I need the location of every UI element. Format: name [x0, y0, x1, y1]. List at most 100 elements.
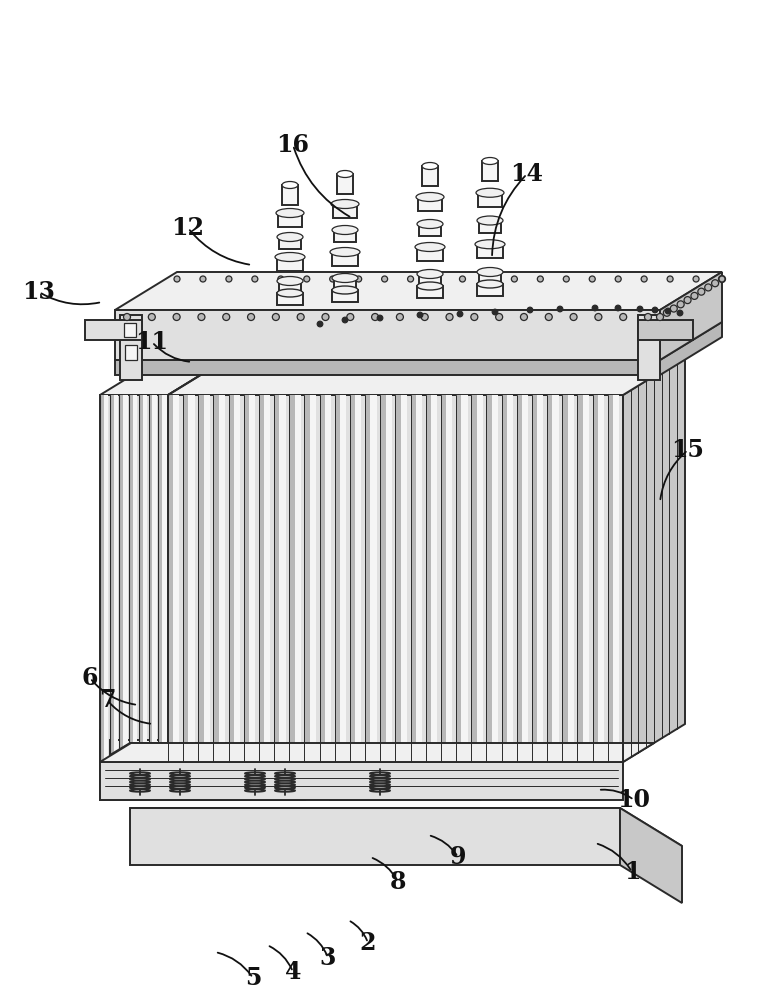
Polygon shape: [350, 395, 355, 762]
Ellipse shape: [415, 242, 445, 251]
Ellipse shape: [417, 220, 443, 229]
Polygon shape: [613, 395, 619, 762]
Polygon shape: [110, 395, 114, 762]
Polygon shape: [110, 740, 295, 790]
Ellipse shape: [275, 252, 305, 261]
Circle shape: [421, 314, 428, 320]
Polygon shape: [547, 395, 553, 762]
Circle shape: [590, 276, 595, 282]
Text: 14: 14: [510, 162, 543, 186]
Polygon shape: [333, 204, 357, 218]
Circle shape: [684, 297, 691, 304]
Ellipse shape: [332, 273, 358, 282]
Polygon shape: [431, 395, 437, 762]
Circle shape: [471, 314, 477, 320]
Circle shape: [705, 284, 712, 291]
Circle shape: [563, 276, 569, 282]
Polygon shape: [305, 707, 342, 800]
Polygon shape: [418, 197, 442, 211]
Circle shape: [693, 276, 699, 282]
Circle shape: [615, 305, 621, 311]
Polygon shape: [479, 272, 501, 284]
Polygon shape: [419, 274, 441, 286]
Polygon shape: [115, 272, 722, 310]
Polygon shape: [477, 244, 503, 258]
Circle shape: [174, 276, 180, 282]
Circle shape: [595, 314, 602, 320]
Polygon shape: [371, 395, 376, 762]
Circle shape: [342, 317, 348, 323]
Polygon shape: [279, 395, 285, 762]
Circle shape: [665, 308, 671, 314]
Circle shape: [718, 275, 725, 282]
Polygon shape: [204, 395, 209, 762]
Polygon shape: [168, 395, 623, 762]
Polygon shape: [119, 395, 123, 762]
Circle shape: [619, 314, 626, 320]
Polygon shape: [219, 395, 225, 762]
Polygon shape: [441, 395, 446, 762]
Polygon shape: [249, 395, 256, 762]
Polygon shape: [130, 808, 620, 865]
Circle shape: [347, 314, 354, 320]
Ellipse shape: [331, 200, 359, 209]
Polygon shape: [477, 395, 483, 762]
Polygon shape: [158, 395, 162, 762]
Polygon shape: [522, 395, 528, 762]
Circle shape: [719, 276, 725, 282]
Circle shape: [457, 311, 463, 317]
Polygon shape: [259, 395, 264, 762]
Circle shape: [446, 314, 453, 320]
Circle shape: [223, 314, 230, 320]
Circle shape: [278, 276, 284, 282]
Polygon shape: [417, 286, 443, 298]
Text: 16: 16: [277, 133, 310, 157]
Polygon shape: [100, 357, 230, 395]
Polygon shape: [598, 395, 604, 762]
Polygon shape: [264, 395, 270, 762]
Circle shape: [356, 276, 361, 282]
Circle shape: [248, 314, 255, 320]
Ellipse shape: [330, 247, 360, 256]
Polygon shape: [213, 395, 219, 762]
Polygon shape: [133, 395, 137, 762]
Polygon shape: [277, 257, 303, 271]
Circle shape: [198, 314, 205, 320]
Circle shape: [644, 314, 652, 320]
Circle shape: [297, 314, 304, 320]
Text: 4: 4: [285, 960, 301, 984]
Text: 1: 1: [624, 860, 641, 884]
Circle shape: [637, 306, 643, 312]
Polygon shape: [277, 293, 303, 305]
Polygon shape: [320, 395, 325, 762]
Polygon shape: [380, 395, 386, 762]
Polygon shape: [395, 395, 401, 762]
Polygon shape: [115, 360, 660, 375]
Polygon shape: [334, 230, 356, 242]
Text: 2: 2: [360, 931, 376, 955]
Polygon shape: [124, 323, 136, 337]
Polygon shape: [419, 224, 441, 236]
Polygon shape: [422, 166, 438, 186]
Polygon shape: [120, 315, 142, 380]
Polygon shape: [337, 174, 353, 194]
Circle shape: [663, 309, 670, 316]
Polygon shape: [110, 778, 295, 795]
Polygon shape: [365, 395, 371, 762]
Circle shape: [173, 314, 180, 320]
Polygon shape: [100, 395, 104, 762]
Polygon shape: [340, 395, 347, 762]
Polygon shape: [537, 395, 543, 762]
Circle shape: [557, 306, 563, 312]
Polygon shape: [553, 395, 558, 762]
Circle shape: [511, 276, 517, 282]
Polygon shape: [168, 357, 230, 395]
Polygon shape: [229, 395, 234, 762]
Polygon shape: [325, 395, 331, 762]
Circle shape: [408, 276, 414, 282]
Circle shape: [698, 288, 705, 295]
Polygon shape: [416, 395, 422, 762]
Ellipse shape: [416, 192, 444, 202]
Circle shape: [372, 314, 379, 320]
Polygon shape: [456, 395, 462, 762]
